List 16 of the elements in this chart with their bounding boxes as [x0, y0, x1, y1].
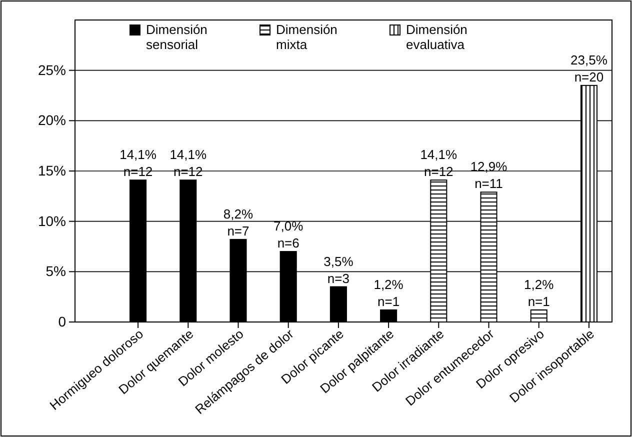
legend-label: Dimensión evaluativa [406, 22, 468, 52]
y-tick-label: 5% [46, 263, 66, 280]
data-label: 3,5% n=3 [324, 254, 354, 286]
legend-label: Dimensión sensorial [146, 22, 208, 52]
data-label: 7,0% n=6 [274, 218, 304, 251]
y-tick-label: 25% [38, 62, 66, 78]
data-label: 1,2% n=1 [524, 276, 554, 309]
data-label: 12,9% n=11 [470, 159, 508, 192]
data-label: 23,5% n=20 [570, 52, 608, 84]
y-tick-label: 15% [38, 162, 66, 178]
y-tick-label: 0 [58, 313, 66, 330]
legend-label: Dimensión mixta [276, 22, 338, 52]
data-label: 8,2% n=7 [223, 206, 254, 238]
y-tick-label: 20% [38, 112, 66, 128]
data-label: 1,2% n=1 [374, 276, 404, 309]
y-tick-label: 10% [38, 212, 66, 229]
